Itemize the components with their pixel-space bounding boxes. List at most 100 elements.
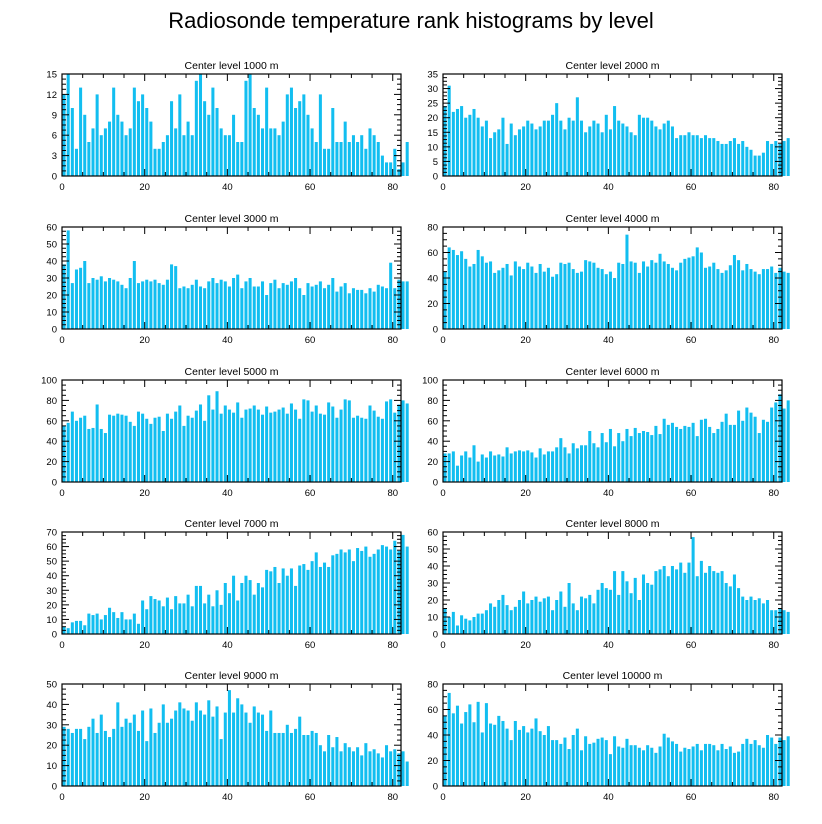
y-tick-label: 0: [52, 325, 57, 336]
panel-title: Center level 10000 m: [563, 670, 663, 682]
bar: [343, 552, 347, 634]
bar: [323, 148, 327, 176]
bar: [265, 730, 269, 786]
bar: [761, 269, 765, 329]
x-tick-label: 20: [139, 792, 150, 803]
bar: [108, 414, 112, 482]
bar: [149, 121, 153, 176]
bar: [351, 751, 355, 786]
bar: [654, 126, 658, 176]
x-tick-label: 80: [768, 335, 779, 346]
bar: [476, 461, 480, 482]
bar: [484, 457, 488, 482]
bar: [236, 698, 240, 786]
bar: [165, 135, 169, 176]
bar: [567, 262, 571, 329]
bar: [376, 416, 380, 482]
bar: [360, 135, 364, 176]
bar: [617, 120, 621, 176]
bar: [83, 739, 87, 786]
bar: [351, 417, 355, 482]
bar: [256, 114, 260, 176]
bar: [285, 724, 289, 786]
bar: [699, 138, 703, 176]
bar: [675, 426, 679, 482]
bar: [165, 597, 169, 634]
bar: [351, 288, 355, 329]
bar: [786, 272, 790, 329]
bar: [397, 550, 401, 634]
bar: [489, 603, 493, 634]
bar: [294, 585, 298, 634]
bar: [401, 534, 405, 634]
bar: [737, 588, 741, 634]
bar: [79, 267, 83, 329]
bar: [629, 745, 633, 786]
bar: [310, 128, 314, 176]
bar: [584, 260, 588, 329]
panel-8: Center level 8000 m 0 20 40 60 80 0 10 20 30 40 50 6…: [427, 518, 790, 651]
bar: [687, 749, 691, 786]
bar: [480, 613, 484, 634]
bar: [401, 400, 405, 482]
bar: [621, 263, 625, 329]
bar: [666, 120, 670, 176]
bar: [600, 737, 604, 786]
bar: [141, 600, 145, 634]
bar: [637, 433, 641, 482]
bar: [157, 416, 161, 482]
bar: [584, 445, 588, 482]
bar: [604, 114, 608, 176]
bar: [728, 424, 732, 482]
bar: [314, 284, 318, 329]
bar: [650, 435, 654, 482]
bar: [219, 413, 223, 482]
bar: [128, 722, 132, 786]
y-tick-label: 9: [52, 110, 57, 121]
bar: [538, 601, 542, 634]
bar: [559, 743, 563, 786]
bar: [232, 114, 236, 176]
bar: [207, 114, 211, 176]
bar: [136, 623, 140, 634]
x-tick-label: 0: [59, 792, 64, 803]
bar: [679, 428, 683, 482]
bar: [720, 571, 724, 634]
x-tick-label: 40: [222, 792, 233, 803]
bar: [480, 126, 484, 176]
bar: [87, 283, 91, 329]
bar: [99, 428, 103, 482]
bar: [695, 743, 699, 786]
bar: [646, 583, 650, 634]
bar: [393, 540, 397, 634]
bar: [136, 411, 140, 482]
bar: [737, 143, 741, 176]
bar: [579, 120, 584, 176]
bar: [372, 135, 376, 176]
bar: [397, 753, 401, 786]
bar: [579, 445, 584, 482]
bar: [571, 443, 575, 482]
bar: [95, 94, 99, 176]
bar: [256, 712, 260, 786]
bar: [712, 433, 716, 482]
bar: [178, 94, 182, 176]
bar: [464, 712, 468, 786]
bar: [687, 426, 691, 482]
y-tick-label: 40: [46, 257, 57, 268]
x-tick-label: 40: [603, 792, 614, 803]
bar: [687, 562, 691, 634]
bar: [385, 162, 389, 176]
bar: [608, 129, 612, 176]
bar: [360, 289, 364, 329]
bar: [236, 274, 240, 329]
y-tick-label: 40: [427, 562, 438, 573]
bar: [662, 418, 666, 482]
bar: [405, 281, 409, 329]
bar: [108, 737, 112, 786]
bar: [464, 618, 468, 634]
bar: [683, 747, 687, 786]
bar: [749, 743, 753, 786]
bar: [579, 271, 584, 330]
